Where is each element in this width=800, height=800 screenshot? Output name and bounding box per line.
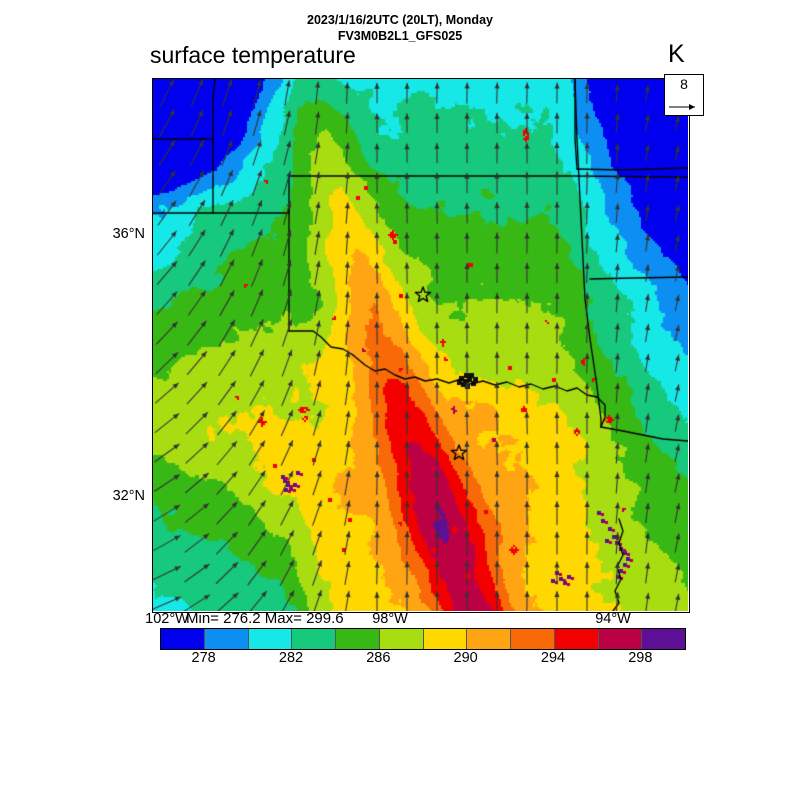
colorbar-segment-11 — [642, 629, 685, 649]
lon-tick-label-94: 94°W — [595, 611, 631, 627]
unit-label: K — [668, 40, 685, 68]
timestamp-title: 2023/1/16/2UTC (20LT), Monday — [307, 13, 493, 27]
colorbar-segment-6 — [423, 629, 468, 649]
page-title: surface temperature — [150, 42, 356, 68]
lat-tick-label-32: 32°N — [112, 488, 145, 504]
model-title: FV3M0B2L1_GFS025 — [337, 29, 463, 43]
minmax-statistics: Min= 276.2 Max= 299.6 — [186, 610, 344, 627]
map-plot-area[interactable] — [152, 78, 690, 613]
colorbar-tick-282: 282 — [278, 650, 304, 666]
colorbar-segment-7 — [467, 629, 511, 649]
colorbar-segment-0 — [161, 629, 205, 649]
colorbar-tick-290: 290 — [453, 650, 478, 666]
wind-legend-value: 8 — [680, 76, 688, 92]
colorbar-segment-4 — [336, 629, 380, 649]
lon-tick-label-98: 98°W — [372, 611, 408, 627]
lon-tick-label-102: 102°W — [145, 611, 189, 627]
colorbar[interactable] — [160, 628, 686, 650]
colorbar-tick-298: 298 — [628, 650, 653, 666]
colorbar-tick-278: 278 — [191, 650, 216, 666]
wind-vector-legend: 8 — [664, 74, 704, 116]
colorbar-segment-5 — [379, 629, 424, 649]
colorbar-segment-3 — [292, 629, 336, 649]
colorbar-segment-1 — [204, 629, 249, 649]
colorbar-segment-10 — [598, 629, 643, 649]
colorbar-tick-294: 294 — [540, 650, 566, 666]
colorbar-segment-8 — [511, 629, 555, 649]
temperature-field-canvas — [153, 79, 688, 611]
colorbar-tick-labels: 278 282 286 290 294 298 — [160, 650, 684, 670]
colorbar-segment-2 — [248, 629, 293, 649]
wind-vector-arrow-icon — [669, 104, 695, 110]
colorbar-segment-9 — [554, 629, 599, 649]
colorbar-tick-286: 286 — [366, 650, 391, 666]
lat-tick-label-36: 36°N — [112, 226, 145, 242]
